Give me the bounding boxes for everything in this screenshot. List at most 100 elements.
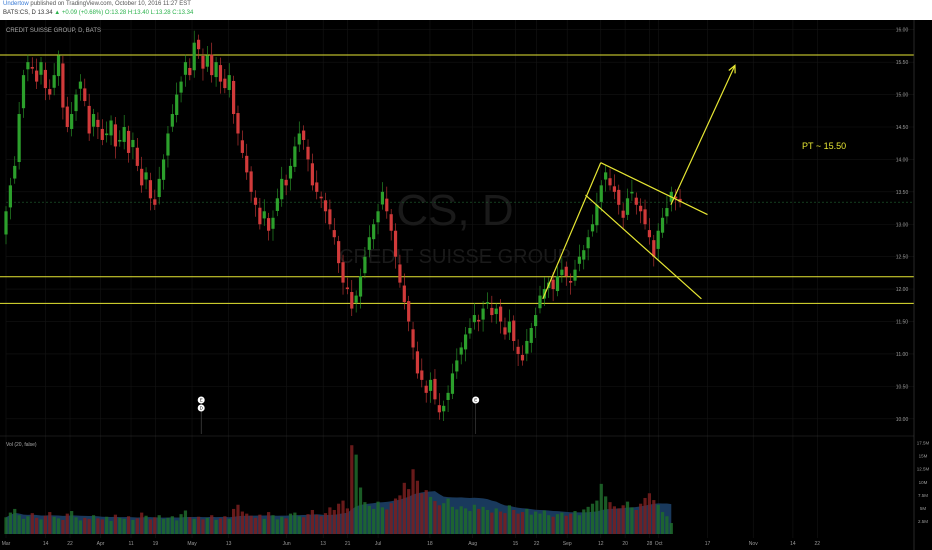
volume-bar <box>363 502 367 534</box>
candle-body <box>525 340 529 354</box>
price-axis[interactable]: 16.00 15.50 15.00 14.50 14.00 13.50 13.00 12.50… <box>896 20 932 550</box>
volume-bar <box>665 516 669 534</box>
last-price: 13.34 <box>37 10 53 16</box>
candle-body <box>87 105 91 134</box>
volume-bar <box>249 515 253 534</box>
time-tick-label: 19 <box>153 541 159 547</box>
volume-tick-label: 2.5M <box>918 519 928 524</box>
author-link[interactable]: Undertow <box>3 1 29 7</box>
volume-bar <box>468 511 472 534</box>
candle-body <box>551 279 555 290</box>
volume-bar <box>253 517 258 534</box>
candle-body <box>420 370 424 380</box>
candle-body <box>253 197 258 205</box>
volume-tick-label: 17.5M <box>917 441 930 446</box>
volume-bar <box>551 516 555 534</box>
candle-body <box>262 211 266 219</box>
ohlc-values: O:13.28 H:13.40 L:13.28 C:13.34 <box>104 10 194 16</box>
publish-text: published on TradingView.com, October 10… <box>30 1 191 7</box>
volume-bar <box>669 523 673 534</box>
volume-bar <box>639 503 643 534</box>
price-target-label[interactable]: PT ~ 15.50 <box>802 141 846 151</box>
candle-body <box>113 124 118 147</box>
volume-bar <box>70 511 74 534</box>
candle-body <box>498 306 503 322</box>
candle-body <box>306 146 310 160</box>
volume-bar <box>218 518 223 534</box>
volume-bar <box>56 518 61 534</box>
candle-body <box>630 191 634 194</box>
candle-body <box>450 373 455 394</box>
candle-body <box>573 269 577 281</box>
candle-body <box>459 347 463 355</box>
price-chart[interactable]: CREDIT SUISSE GROUP, D, BATS CS, D CREDI… <box>0 20 932 550</box>
candle-body <box>437 405 441 413</box>
candle-body <box>249 171 253 192</box>
time-tick-label: Jun <box>283 541 291 547</box>
candle-body <box>214 62 218 78</box>
volume-bar <box>398 495 402 534</box>
volume-bar <box>74 517 78 534</box>
volume-bar <box>61 519 65 534</box>
volume-bar <box>210 515 214 534</box>
candle-body <box>582 250 586 260</box>
volume-bar <box>288 513 293 534</box>
volume-bar <box>586 506 590 534</box>
volume-bar <box>590 503 595 534</box>
time-tick-label: Apr <box>97 541 105 547</box>
volume-bar <box>232 508 236 534</box>
time-axis[interactable]: Mar 14 22 Apr 11 19 May 13 Jun 13 21 Jul 18 Aug 15 22 Se… <box>2 541 821 547</box>
volume-bar <box>393 498 398 534</box>
volume-bar <box>306 514 310 534</box>
event-marker-circle <box>197 396 205 404</box>
volume-bar <box>122 518 126 534</box>
volume-bar <box>350 445 354 534</box>
candle-body <box>411 329 415 348</box>
time-tick-label: 15 <box>513 541 519 547</box>
time-tick-label: 13 <box>320 541 326 547</box>
candle-body <box>122 126 126 142</box>
volume-bar <box>573 511 577 534</box>
candle-body <box>196 39 201 50</box>
volume-bar <box>481 506 485 534</box>
volume-tick-label: 15M <box>919 454 928 459</box>
volume-bar <box>236 504 240 534</box>
volume-bar <box>4 517 8 534</box>
volume-bar <box>196 516 201 534</box>
volume-bar <box>323 513 328 534</box>
volume-bar <box>91 515 96 534</box>
volume-bar <box>354 454 358 534</box>
candle-body <box>223 78 227 89</box>
volume-bar <box>201 519 205 534</box>
candle-body <box>472 315 476 323</box>
candle-body <box>315 182 319 192</box>
candle-body <box>205 55 209 67</box>
volume-axis: 17.5M 15M 12.5M 10M 7.5M 5M 2.5M <box>917 441 930 524</box>
event-markers[interactable]: EDE <box>197 396 480 435</box>
candle-body <box>17 114 21 163</box>
candle-body <box>446 392 450 400</box>
price-tick-label: 15.50 <box>896 60 909 66</box>
time-tick-label: 14 <box>43 541 49 547</box>
volume-bar <box>39 519 43 534</box>
candle-body <box>21 75 26 109</box>
candle-body <box>319 196 323 199</box>
bull-flag-drawing[interactable] <box>542 64 736 300</box>
candle-body <box>183 62 188 75</box>
candle-body <box>380 191 385 205</box>
candle-body <box>4 211 8 235</box>
volume-bar <box>140 512 144 534</box>
time-tick-label: 11 <box>128 541 133 547</box>
volume-bar <box>21 518 26 534</box>
volume-bar <box>477 508 481 534</box>
volume-bar <box>380 507 385 534</box>
candle-body <box>140 168 144 186</box>
candle-body <box>284 179 288 186</box>
candle-body <box>328 209 332 225</box>
time-tick-label: 18 <box>427 541 433 547</box>
candle-body <box>481 308 485 320</box>
volume-series <box>4 445 673 534</box>
volume-bar <box>463 508 468 534</box>
volume-bar <box>494 508 498 534</box>
candle-body <box>179 81 183 93</box>
